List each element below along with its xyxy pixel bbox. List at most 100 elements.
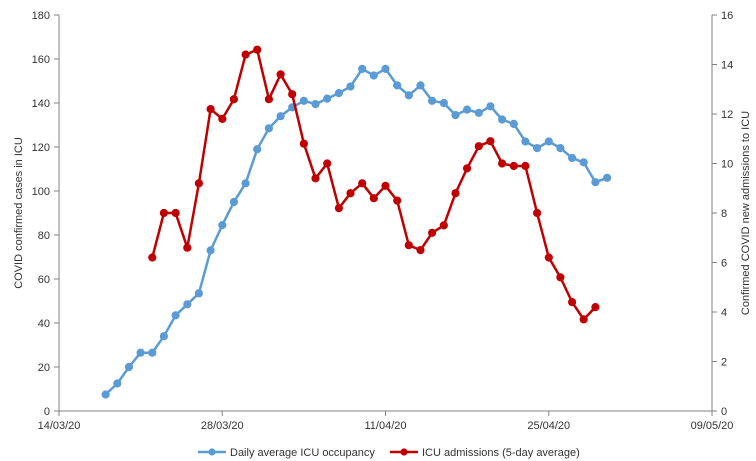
series-group	[148, 45, 600, 324]
data-point	[124, 362, 134, 372]
right-axis-title: Confirmed COVID new admissions to ICU	[740, 111, 752, 315]
data-point	[509, 119, 518, 129]
data-point	[521, 161, 530, 171]
data-point	[369, 194, 378, 203]
data-point	[183, 300, 192, 309]
right-tick-label: 0	[721, 406, 727, 418]
legend-label: ICU admissions (5-day average)	[422, 447, 580, 459]
data-point	[579, 315, 588, 324]
data-point	[148, 348, 157, 357]
data-point	[358, 179, 367, 188]
data-point	[136, 348, 145, 357]
right-tick-label: 14	[721, 60, 733, 72]
left-tick-label: 0	[44, 406, 50, 418]
data-point	[463, 105, 472, 114]
data-point	[486, 102, 495, 111]
data-point	[218, 114, 227, 124]
data-point	[439, 221, 448, 230]
data-point	[498, 115, 507, 124]
data-point	[474, 142, 483, 151]
data-point	[183, 243, 192, 252]
legend: Daily average ICU occupancy ICU admission…	[198, 447, 580, 459]
left-tick-label: 160	[32, 54, 50, 66]
data-point	[533, 144, 542, 153]
data-point	[404, 91, 413, 100]
data-point	[229, 197, 238, 207]
data-point	[311, 174, 320, 183]
x-tick-label: 11/04/20	[364, 420, 406, 432]
data-point	[253, 45, 262, 54]
data-point	[358, 64, 367, 74]
data-point	[299, 96, 308, 105]
data-point	[474, 108, 483, 118]
data-point	[404, 241, 413, 250]
data-point	[194, 179, 203, 188]
data-point	[159, 208, 168, 218]
right-tick-label: 10	[721, 159, 733, 171]
legend-label: Daily average ICU occupancy	[230, 447, 375, 459]
data-point	[113, 379, 122, 388]
data-point	[171, 311, 180, 320]
series-line	[151, 48, 597, 321]
left-tick-label: 60	[38, 274, 50, 286]
axes-group: 0 20 40 60 80 100 120 140 160 180 0 2 4 6 8 10 12 14 16 14/…	[13, 10, 752, 432]
data-point	[346, 82, 355, 91]
data-point	[439, 98, 448, 108]
data-point	[334, 204, 343, 213]
data-point	[323, 159, 332, 168]
left-tick-label: 100	[32, 186, 50, 198]
data-point	[568, 153, 577, 163]
data-point	[206, 246, 215, 255]
data-point	[416, 246, 425, 255]
data-point	[381, 64, 390, 74]
data-point	[264, 124, 273, 133]
data-point	[381, 181, 390, 190]
series-group	[101, 64, 612, 399]
data-point	[556, 144, 565, 153]
data-point	[253, 145, 262, 154]
data-point	[288, 90, 297, 99]
data-point	[241, 179, 250, 188]
x-tick-label: 09/05/20	[691, 420, 734, 432]
right-tick-label: 12	[721, 109, 733, 121]
data-point	[544, 253, 553, 262]
data-point	[171, 208, 180, 218]
data-point	[159, 332, 168, 341]
data-point	[451, 111, 460, 120]
data-point	[346, 189, 355, 198]
data-point	[393, 81, 402, 90]
x-tick-label: 25/04/20	[527, 420, 570, 432]
data-point	[568, 298, 577, 307]
x-tick-label: 28/03/20	[201, 420, 244, 432]
data-point	[486, 137, 495, 146]
left-tick-label: 40	[38, 318, 50, 330]
left-tick-label: 20	[38, 362, 50, 374]
data-point	[218, 221, 227, 230]
right-tick-label: 4	[721, 307, 727, 319]
left-tick-label: 140	[32, 98, 50, 110]
left-axis-title: COVID confirmed cases in ICU	[13, 137, 25, 289]
data-point	[229, 95, 238, 104]
data-point	[393, 196, 402, 205]
data-point	[603, 173, 612, 182]
legend-swatch-marker	[400, 448, 408, 456]
legend-swatch-marker	[208, 448, 216, 456]
data-point	[428, 96, 437, 105]
right-tick-label: 6	[721, 258, 727, 270]
data-point	[148, 253, 157, 262]
data-point	[311, 100, 320, 109]
data-point	[101, 390, 110, 399]
series-layer	[101, 45, 612, 399]
data-point	[264, 95, 273, 104]
left-tick-label: 80	[38, 230, 50, 242]
data-point	[498, 159, 507, 168]
right-tick-label: 2	[721, 357, 727, 369]
data-point	[533, 208, 542, 218]
data-point	[509, 161, 518, 171]
data-point	[206, 105, 215, 114]
data-point	[579, 158, 588, 167]
data-point	[463, 164, 472, 173]
data-point	[334, 89, 343, 98]
data-point	[416, 81, 425, 90]
